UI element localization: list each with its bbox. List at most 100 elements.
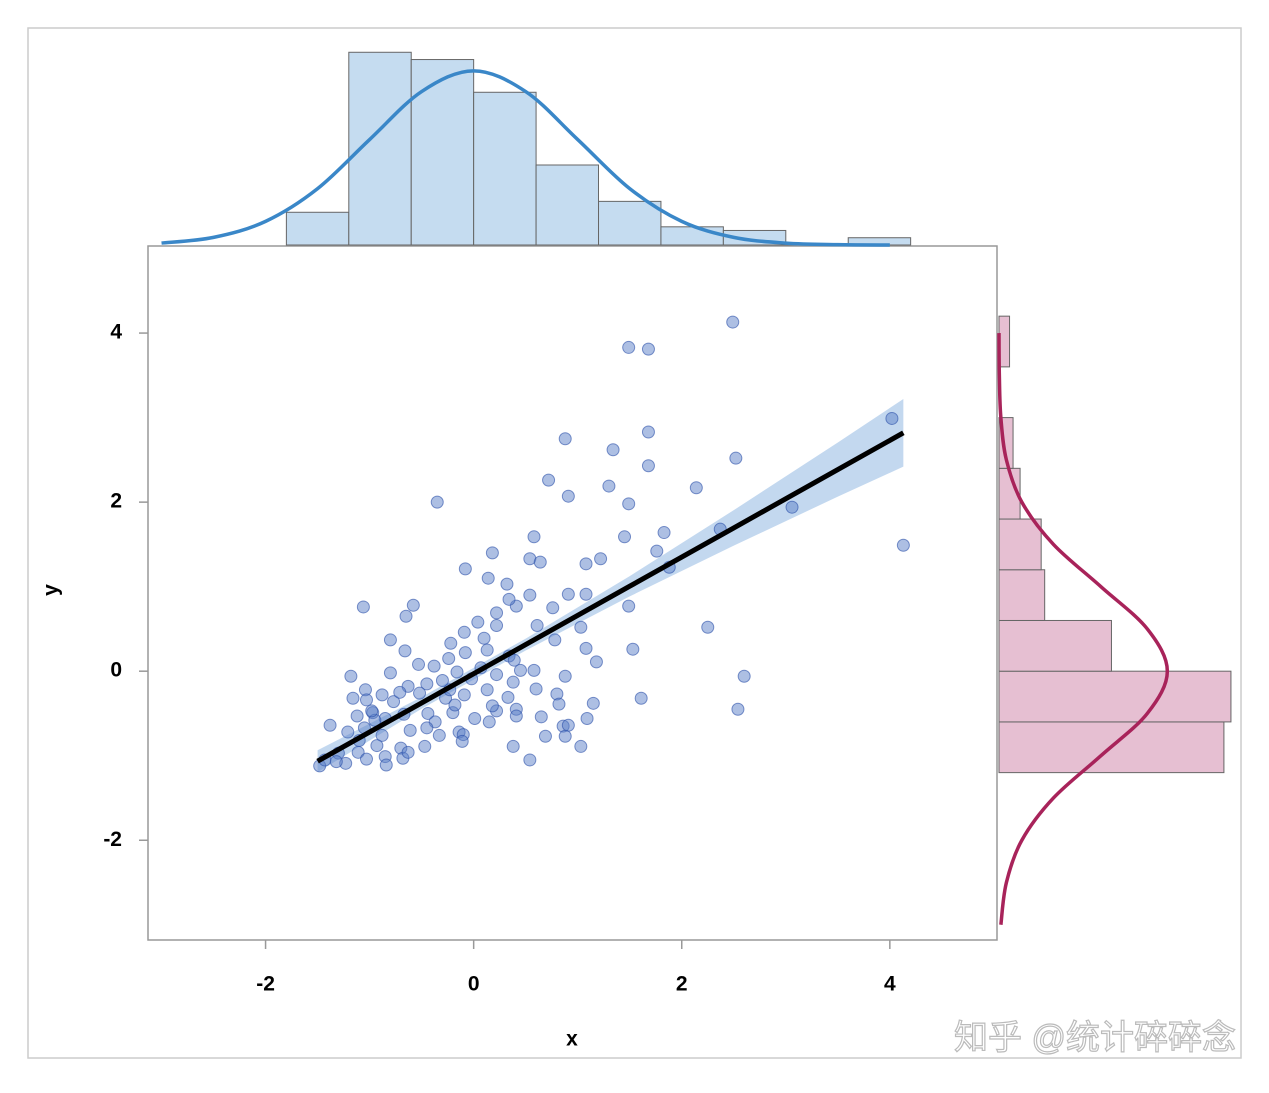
point bbox=[468, 712, 482, 726]
hist-bar bbox=[998, 721, 1225, 774]
point bbox=[538, 729, 552, 743]
point bbox=[530, 619, 544, 633]
point bbox=[344, 669, 358, 683]
point bbox=[485, 699, 499, 713]
point bbox=[412, 657, 426, 671]
hist-bar bbox=[473, 91, 537, 246]
point bbox=[561, 489, 575, 503]
point bbox=[561, 587, 575, 601]
point bbox=[458, 646, 472, 660]
point bbox=[641, 342, 655, 356]
point bbox=[450, 665, 464, 679]
point bbox=[523, 588, 537, 602]
point bbox=[502, 592, 516, 606]
x-tick-label: 2 bbox=[676, 973, 688, 996]
point bbox=[558, 669, 572, 683]
point bbox=[580, 712, 594, 726]
point bbox=[885, 411, 899, 425]
point bbox=[622, 497, 636, 511]
point bbox=[442, 652, 456, 666]
point bbox=[513, 663, 527, 677]
y-tick-label: 4 bbox=[110, 321, 122, 344]
x-tick-label: -2 bbox=[256, 973, 275, 996]
point bbox=[346, 691, 360, 705]
point bbox=[785, 500, 799, 514]
point bbox=[558, 729, 572, 743]
point bbox=[383, 666, 397, 680]
point bbox=[701, 620, 715, 634]
point bbox=[490, 619, 504, 633]
point bbox=[359, 752, 373, 766]
point bbox=[490, 606, 504, 620]
hist-bar bbox=[998, 569, 1046, 621]
point bbox=[477, 631, 491, 645]
point bbox=[480, 643, 494, 657]
point bbox=[506, 739, 520, 753]
y-axis-label: y bbox=[40, 584, 63, 596]
point bbox=[641, 459, 655, 473]
point bbox=[351, 745, 365, 759]
point bbox=[341, 725, 355, 739]
point bbox=[546, 601, 560, 615]
point bbox=[586, 696, 600, 710]
point bbox=[548, 633, 562, 647]
point bbox=[480, 683, 494, 697]
point bbox=[448, 698, 462, 712]
point bbox=[509, 709, 523, 723]
density-curve bbox=[161, 69, 890, 247]
hist-bar bbox=[660, 226, 724, 246]
point bbox=[370, 739, 384, 753]
point bbox=[399, 609, 413, 623]
hist-bar bbox=[998, 518, 1042, 571]
point bbox=[737, 669, 751, 683]
point bbox=[523, 753, 537, 767]
point bbox=[896, 538, 910, 552]
hist-bar bbox=[598, 200, 662, 246]
point bbox=[622, 340, 636, 354]
point bbox=[393, 685, 407, 699]
x-axis-label: x bbox=[566, 1028, 578, 1051]
point bbox=[444, 636, 458, 650]
x-tick-label: 0 bbox=[468, 973, 480, 996]
point bbox=[457, 688, 471, 702]
point bbox=[529, 682, 543, 696]
point bbox=[323, 718, 337, 732]
point bbox=[490, 668, 504, 682]
point bbox=[375, 688, 389, 702]
point bbox=[401, 745, 415, 759]
point bbox=[689, 481, 703, 495]
point bbox=[558, 432, 572, 446]
hist-bar bbox=[285, 211, 350, 246]
hist-bar bbox=[410, 59, 475, 246]
point bbox=[729, 451, 743, 465]
point bbox=[481, 571, 495, 585]
watermark: 知乎 @统计碎碎念 bbox=[954, 1019, 1236, 1057]
point bbox=[650, 544, 664, 558]
point bbox=[359, 693, 373, 707]
hist-bar bbox=[998, 670, 1232, 723]
point bbox=[420, 677, 434, 691]
point bbox=[501, 690, 515, 704]
point bbox=[542, 473, 556, 487]
point bbox=[379, 758, 393, 772]
point bbox=[641, 425, 655, 439]
point bbox=[430, 495, 444, 509]
point bbox=[594, 552, 608, 566]
point bbox=[455, 734, 469, 748]
point bbox=[406, 598, 420, 612]
point bbox=[602, 479, 616, 493]
point bbox=[579, 641, 593, 655]
point bbox=[507, 653, 521, 667]
hist-bar bbox=[535, 164, 600, 246]
point bbox=[534, 710, 548, 724]
point bbox=[589, 655, 603, 669]
point bbox=[626, 642, 640, 656]
density-curve bbox=[997, 333, 1170, 926]
point bbox=[552, 697, 566, 711]
point bbox=[365, 704, 379, 718]
point bbox=[435, 673, 449, 687]
point bbox=[471, 615, 485, 629]
point bbox=[506, 675, 520, 689]
hist-bar bbox=[998, 619, 1112, 672]
